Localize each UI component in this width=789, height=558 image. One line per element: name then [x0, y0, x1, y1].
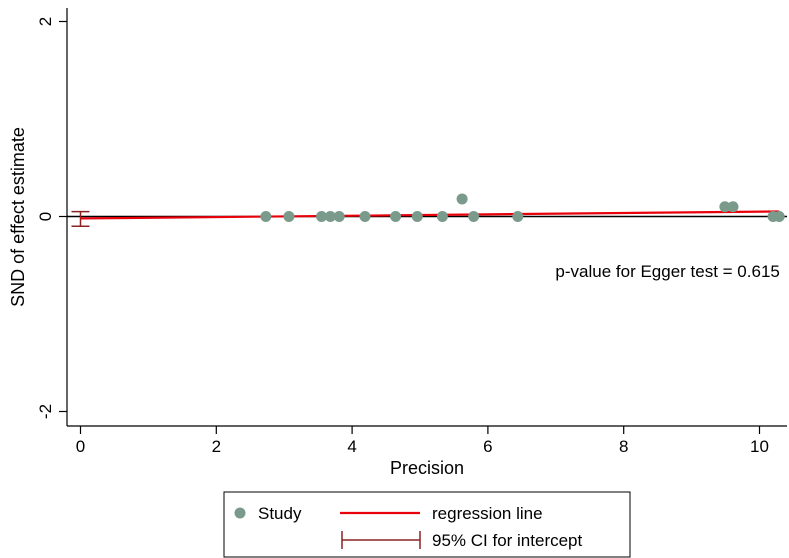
x-tick-label: 0: [76, 437, 85, 456]
legend-label-regression: regression line: [432, 504, 543, 523]
legend-box: [223, 491, 631, 558]
legend: Study regression line 95% CI for intercept: [223, 491, 631, 558]
study-point: [436, 211, 448, 222]
egger-test-annotation: p-value for Egger test = 0.615: [555, 262, 779, 281]
legend-label-ci: 95% CI for intercept: [432, 531, 583, 550]
study-point: [411, 211, 423, 222]
study-point: [390, 211, 402, 222]
study-point: [283, 211, 295, 222]
x-tick-label: 2: [212, 437, 221, 456]
y-tick-label: -2: [36, 404, 55, 419]
study-point: [468, 211, 480, 222]
y-tick-label: 0: [36, 212, 55, 221]
study-point: [773, 211, 785, 222]
x-tick-label: 10: [750, 437, 769, 456]
y-tick-label: 2: [36, 17, 55, 26]
study-point: [260, 211, 272, 222]
x-tick-label: 6: [483, 437, 492, 456]
study-point: [456, 193, 468, 205]
y-axis-title: SND of effect estimate: [8, 127, 28, 307]
legend-marker-study: [234, 507, 246, 519]
study-point: [316, 211, 328, 222]
chart-marks: [67, 193, 787, 227]
study-point: [333, 211, 345, 222]
x-tick-label: 8: [619, 437, 628, 456]
axes: 0 2 4 6 8 10 -2 0 2: [36, 8, 787, 456]
study-point: [512, 211, 524, 222]
legend-label-study: Study: [258, 504, 302, 523]
study-point: [719, 201, 731, 213]
regression-line: [80, 210, 780, 220]
x-axis-title: Precision: [390, 458, 464, 478]
x-tick-label: 4: [347, 437, 356, 456]
study-point: [359, 211, 371, 222]
study-point: [324, 211, 336, 222]
study-point: [727, 201, 739, 213]
